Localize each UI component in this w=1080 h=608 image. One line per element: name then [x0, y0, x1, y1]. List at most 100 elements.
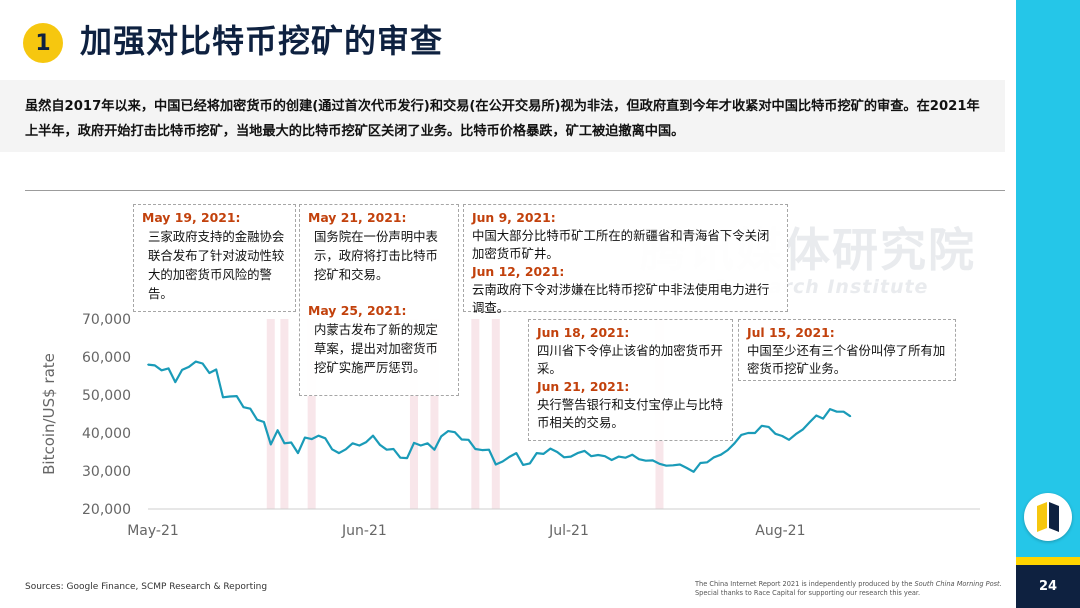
data-point	[699, 462, 702, 464]
y-tick-label: 20,000	[82, 502, 131, 518]
data-point	[604, 455, 606, 457]
annotation-date: May 19, 2021:	[142, 210, 241, 225]
annotation-text: 三家政府支持的金融协会联合发布了针对波动性较大的加密货币风险的警告。	[148, 229, 285, 301]
data-point	[583, 450, 586, 452]
annotation-date: Jun 12, 2021:	[472, 264, 565, 279]
annotation-text: 云南政府下令对涉嫌在比特币挖矿中非法使用电力进行调查。	[472, 282, 770, 315]
annotation-text: 国务院在一份声明中表示，政府将打击比特币挖矿和交易。	[314, 229, 438, 282]
data-point	[515, 452, 518, 454]
data-point	[658, 462, 661, 465]
event-annotation: Jun 9, 2021: 中国大部分比特币矿工所在的新疆省和青海省下令关闭加密货币…	[463, 204, 788, 315]
data-point	[413, 442, 415, 444]
event-highlight-bar	[266, 319, 275, 509]
data-point	[754, 432, 756, 434]
data-point	[549, 447, 552, 450]
annotation-date: Jun 21, 2021:	[537, 379, 630, 394]
data-point	[256, 418, 258, 421]
sidebar-stripe	[1016, 557, 1080, 565]
annotation-text: 中国至少还有三个省份叫停了所有加密货币挖矿业务。	[747, 343, 946, 376]
data-point	[781, 435, 784, 437]
summary-text: 虽然自2017年以来，中国已经将加密货币的创建(通过首次代币发行)和交易(在公开…	[25, 99, 980, 139]
credit-note: The China Internet Report 2021 is indepe…	[695, 580, 1005, 598]
data-point	[508, 456, 511, 458]
data-point	[563, 456, 565, 459]
data-point	[590, 455, 593, 457]
data-point	[495, 463, 497, 466]
summary-box: 虽然自2017年以来，中国已经将加密货币的创建(通过首次代币发行)和交易(在公开…	[0, 80, 1005, 152]
data-point	[672, 464, 674, 467]
data-point	[733, 442, 736, 445]
y-tick-label: 30,000	[82, 464, 131, 480]
data-point	[181, 369, 183, 371]
data-point	[351, 442, 354, 445]
data-point	[147, 363, 149, 366]
data-point	[570, 455, 572, 458]
data-point	[692, 470, 695, 473]
data-point	[385, 448, 388, 451]
y-tick-label: 70,000	[82, 312, 131, 328]
data-point	[249, 407, 252, 410]
data-point	[447, 430, 449, 432]
data-point	[263, 421, 265, 423]
x-tick-label: Aug-21	[755, 523, 805, 539]
event-annotation: Jun 18, 2021: 四川省下令停止该省的加密货币开采。 Jun 21, 20…	[528, 319, 733, 441]
data-point	[542, 453, 545, 455]
event-annotation: May 21, 2021: 国务院在一份声明中表示，政府将打击比特币挖矿和交易。 M…	[299, 204, 459, 396]
data-point	[188, 366, 190, 368]
data-point	[631, 453, 633, 456]
data-point	[419, 444, 422, 447]
data-point	[283, 442, 286, 445]
data-point	[767, 426, 770, 428]
annotation-date: Jul 15, 2021:	[747, 325, 835, 340]
data-point	[726, 449, 729, 451]
data-point	[310, 438, 313, 440]
annotation-date: Jun 9, 2021:	[472, 210, 556, 225]
data-point	[426, 442, 429, 445]
data-point	[208, 372, 211, 374]
data-point	[290, 441, 293, 444]
x-tick-label: Jul-21	[548, 523, 589, 539]
y-tick-label: 60,000	[82, 350, 131, 366]
data-point	[331, 448, 333, 451]
data-point	[522, 464, 524, 466]
data-point	[576, 452, 579, 454]
data-point	[324, 437, 327, 440]
y-axis-label: Bitcoin/US$ rate	[40, 353, 58, 475]
data-point	[488, 448, 490, 451]
data-point	[481, 449, 483, 451]
data-point	[774, 432, 777, 435]
event-highlight-bar	[430, 319, 439, 509]
data-point	[665, 464, 668, 467]
data-point	[645, 459, 647, 462]
data-point	[160, 369, 163, 372]
data-point	[501, 460, 504, 463]
divider	[25, 190, 1005, 191]
data-point	[304, 436, 306, 439]
data-point	[201, 362, 204, 365]
data-point	[713, 456, 715, 459]
data-point	[174, 381, 177, 383]
data-point	[706, 461, 709, 464]
data-point	[617, 455, 620, 458]
scmp-logo-icon	[1024, 493, 1072, 541]
data-point	[229, 395, 231, 398]
data-point	[215, 368, 217, 371]
data-point	[235, 395, 238, 397]
data-point	[467, 439, 470, 441]
section-badge: 1	[23, 23, 63, 63]
annotation-text: 央行警告银行和支付宝停止与比特币相关的交易。	[537, 397, 723, 430]
data-point	[433, 448, 436, 451]
publication-name: South China Morning Post	[914, 580, 1000, 588]
data-point	[829, 408, 831, 410]
data-point	[297, 452, 299, 454]
annotation-gap	[308, 284, 450, 302]
data-point	[392, 448, 395, 450]
event-highlight-bar	[471, 319, 480, 509]
data-point	[474, 448, 477, 450]
page-number-box	[1016, 565, 1080, 608]
data-point	[269, 443, 272, 446]
data-point	[740, 434, 743, 436]
data-point	[747, 432, 749, 434]
data-point	[399, 456, 402, 459]
data-point	[801, 428, 804, 431]
